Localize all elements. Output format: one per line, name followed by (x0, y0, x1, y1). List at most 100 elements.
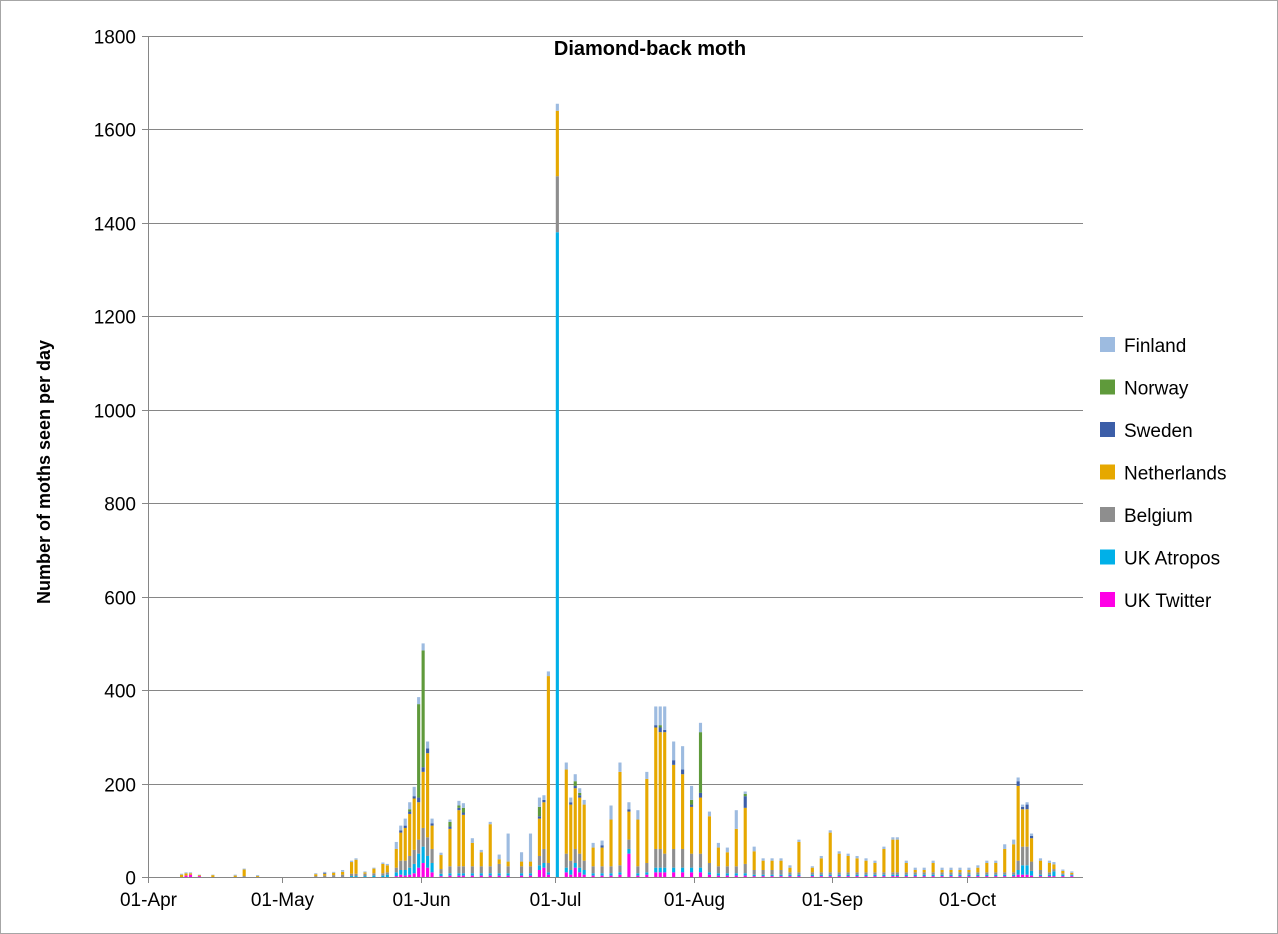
bar-segment-belgium (828, 872, 832, 875)
bar-segment-uk-atropos (564, 867, 568, 873)
bar-segment-norway (578, 792, 582, 796)
legend-swatch-sweden (1100, 422, 1115, 437)
bar-segment-uk-atropos (488, 873, 492, 876)
bar-segment-uk-atropos (734, 873, 738, 876)
bar-segment-netherlands (421, 771, 425, 828)
bar-segment-uk-twitter (470, 875, 474, 877)
bar-segment-uk-atropos (672, 867, 676, 873)
bar-segment-sweden (448, 826, 452, 829)
bar-segment-netherlands (1012, 844, 1016, 873)
bar-segment-uk-twitter (417, 867, 421, 877)
bar-segment-finland (681, 746, 685, 770)
bar-segment-finland (895, 837, 899, 840)
bar-segment-belgium (555, 176, 559, 233)
bar-segment-finland (233, 874, 237, 876)
bar-segment-uk-atropos (689, 867, 694, 873)
bar-segment-finland (412, 786, 416, 797)
bar-segment-uk-twitter (609, 875, 613, 877)
bar-segment-finland (873, 860, 877, 863)
bar-segment-uk-atropos (1052, 871, 1056, 877)
bar-segment-uk-atropos (457, 873, 461, 876)
bar-segment-uk-atropos (1016, 869, 1020, 875)
bar-segment-belgium (864, 872, 868, 875)
bar-segment-uk-atropos (470, 873, 474, 876)
bar-segment-uk-twitter (864, 876, 868, 877)
bar-segment-belgium (873, 872, 877, 875)
bar-segment-uk-twitter (855, 876, 859, 877)
bar-segment-belgium (707, 862, 712, 873)
bar-segment-netherlands (618, 771, 622, 866)
bar-segment-uk-atropos (542, 862, 546, 868)
bar-segment-netherlands (716, 847, 720, 867)
x-tick-label: 01-Sep (802, 890, 863, 911)
bar-segment-uk-twitter (479, 875, 483, 877)
bar-segment-netherlands (197, 875, 202, 877)
bar-segment-uk-atropos (698, 867, 703, 873)
bar-segment-uk-atropos (1021, 865, 1025, 875)
bar-segment-finland (788, 865, 792, 868)
bar-segment-norway (658, 725, 662, 728)
y-axis-label: Number of moths seen per day (34, 340, 54, 604)
bar-segment-finland (519, 852, 524, 862)
bar-segment-belgium (403, 860, 407, 870)
bar-segment-belgium (381, 873, 385, 876)
y-tick-label: 1200 (94, 308, 136, 329)
bar-segment-finland (1070, 871, 1074, 873)
bar-segment-uk-twitter (770, 876, 774, 877)
bar-segment-finland (663, 706, 667, 730)
bar-segment-belgium (1029, 861, 1034, 871)
bar-segment-finland (1016, 777, 1020, 782)
bar-segment-uk-atropos (663, 867, 667, 873)
bar-segment-netherlands (663, 732, 667, 854)
bar-segment-belgium (363, 873, 367, 877)
bar-segment-finland (506, 833, 510, 862)
bar-segment-finland (609, 805, 613, 820)
bar-segment-finland (1021, 804, 1025, 807)
bar-segment-belgium (958, 872, 962, 875)
bar-segment-uk-twitter (761, 876, 765, 877)
legend-swatch-uk-atropos (1100, 549, 1115, 565)
bar-segment-finland (256, 875, 260, 877)
bar-segment-sweden (627, 809, 631, 812)
bar-segment-uk-twitter (1061, 876, 1065, 877)
bar-segment-netherlands (448, 828, 452, 867)
bar-segment-uk-twitter (403, 875, 407, 877)
bar-segment-netherlands (1061, 870, 1065, 874)
bar-segment-uk-atropos (1038, 874, 1043, 877)
bar-segment-uk-atropos (779, 874, 783, 877)
bar-segment-finland (394, 841, 398, 849)
bar-segment-uk-twitter (1003, 876, 1007, 877)
bar-segment-belgium (439, 869, 443, 874)
bar-segment-belgium (582, 860, 586, 870)
bar-segment-uk-atropos (725, 873, 729, 876)
bar-segment-sweden (408, 811, 412, 814)
bar-segment-finland (761, 858, 765, 861)
bar-segment-uk-atropos (1029, 870, 1034, 876)
bar-segment-belgium (542, 848, 546, 863)
bar-segment-uk-atropos (958, 874, 962, 877)
bar-segment-finland (779, 858, 783, 861)
bar-segment-uk-twitter (940, 876, 944, 877)
bar-segment-belgium (654, 848, 658, 868)
bar-segment-finland (940, 867, 944, 870)
bar-segment-uk-atropos (1012, 874, 1016, 877)
bar-segment-belgium (372, 873, 376, 876)
bar-segment-uk-twitter (976, 876, 980, 877)
bar-segment-uk-twitter (994, 876, 998, 877)
bar-segment-norway (457, 805, 461, 808)
bar-segment-uk-twitter (426, 867, 430, 877)
bar-segment-sweden (672, 760, 676, 765)
bar-segment-uk-twitter (931, 876, 935, 877)
bar-segment-netherlands (470, 842, 474, 867)
bar-segment-netherlands (184, 873, 188, 876)
bar-segment-netherlands (846, 855, 850, 873)
bar-segment-netherlands (779, 860, 783, 870)
bar-segment-finland (654, 706, 658, 726)
bar-segment-uk-twitter (949, 876, 953, 877)
bar-segment-finland (439, 852, 443, 856)
bar-segment-finland (363, 871, 367, 873)
bar-segment-finland (354, 858, 358, 860)
bar-segment-uk-atropos (797, 874, 801, 877)
bar-segment-netherlands (323, 873, 327, 876)
bar-segment-belgium (837, 872, 841, 875)
